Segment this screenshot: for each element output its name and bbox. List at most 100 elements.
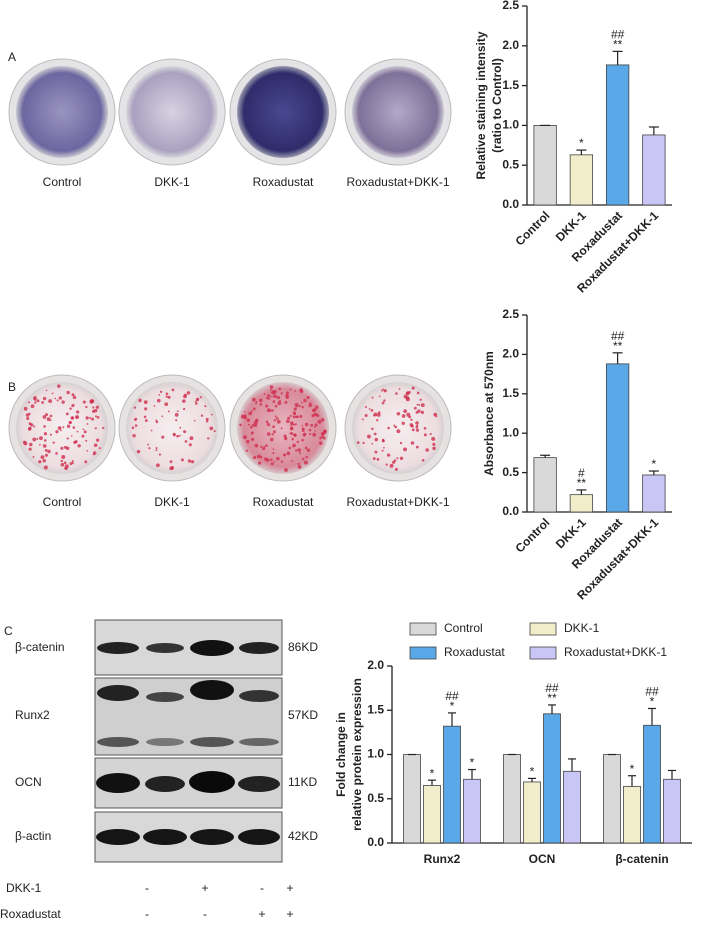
- stain-dot: [70, 435, 73, 437]
- stain-dot: [263, 445, 266, 448]
- stain-dot: [419, 398, 422, 401]
- legend-label: Control: [444, 621, 483, 635]
- stain-dot: [381, 401, 385, 405]
- x-tick-label: β-catenin: [615, 852, 668, 866]
- stain-dot: [294, 423, 298, 426]
- stain-dot: [38, 460, 42, 464]
- treatment-sign: -: [145, 907, 149, 921]
- stain-dot: [371, 427, 374, 431]
- stain-dot: [432, 442, 436, 446]
- stain-dot: [242, 435, 247, 440]
- stain-dot: [280, 460, 284, 463]
- stain-dot: [43, 465, 48, 470]
- band: [146, 738, 184, 746]
- stain-dot: [386, 453, 391, 457]
- stain-dot: [302, 457, 305, 461]
- stain-dot: [22, 440, 26, 444]
- stain-dot: [295, 405, 298, 408]
- size-label: 86KD: [288, 640, 318, 654]
- bar: [403, 754, 421, 844]
- stain-dot: [156, 398, 161, 403]
- stain-dot: [249, 425, 253, 429]
- stain-dot: [92, 451, 97, 455]
- stain-dot: [179, 434, 181, 437]
- stain-dot: [200, 414, 204, 417]
- stain-dot: [410, 418, 413, 421]
- stain-dot: [143, 415, 147, 419]
- stain-dot: [320, 418, 325, 422]
- stain-dot: [33, 425, 36, 428]
- stain-dot: [93, 443, 98, 448]
- significance-label: ##: [445, 689, 459, 703]
- stain-dot: [207, 437, 210, 440]
- y-tick-label: 0.5: [367, 791, 384, 805]
- stain-dot: [27, 401, 30, 404]
- stain-dot: [63, 461, 67, 465]
- panel-label: B: [8, 380, 16, 394]
- stain-dot: [174, 412, 179, 417]
- stain-dot: [26, 416, 30, 421]
- stain-dot: [285, 395, 289, 400]
- y-tick-label: 1.0: [502, 425, 519, 439]
- stain-dot: [302, 433, 306, 437]
- stain-dot: [416, 391, 420, 395]
- stain-dot: [96, 438, 100, 442]
- legend-swatch: [409, 646, 437, 660]
- stain-dot: [270, 395, 272, 398]
- stain-dot: [362, 441, 365, 445]
- stain-dot: [49, 433, 52, 436]
- stain-dot: [244, 410, 246, 413]
- treatment-sign: -: [260, 881, 264, 895]
- stain-dot: [131, 426, 135, 430]
- stain-dot: [71, 459, 74, 462]
- x-tick-label: Runx2: [424, 852, 461, 866]
- stain-dot: [204, 405, 207, 408]
- stain-dot: [158, 453, 162, 456]
- stain-dot: [285, 391, 290, 395]
- stain-dot: [39, 436, 43, 441]
- stain-dot: [294, 449, 298, 452]
- stain-dot: [76, 410, 80, 414]
- stain-dot: [423, 427, 427, 430]
- stain-dot: [305, 455, 308, 459]
- stain-dot: [82, 400, 86, 404]
- stain-dot: [301, 401, 303, 404]
- bar: [643, 724, 661, 844]
- stain-dot: [382, 388, 385, 391]
- stain-dot: [265, 458, 270, 462]
- band: [145, 776, 185, 792]
- stain-dot: [432, 446, 436, 451]
- stain-dot: [431, 436, 436, 441]
- stain-dot: [254, 443, 259, 448]
- stain-dot: [287, 416, 291, 420]
- stain-dot: [293, 407, 297, 411]
- stain-dot: [275, 417, 279, 420]
- stain-dot: [155, 446, 158, 450]
- stain-dot: [254, 419, 259, 424]
- stain-dot: [289, 414, 292, 417]
- treatment-label: Roxadustat: [0, 907, 61, 921]
- bar: [642, 474, 666, 513]
- stain-dot: [248, 423, 251, 426]
- stain-dot: [383, 389, 387, 393]
- significance-label: *: [652, 457, 657, 471]
- western-blot: [94, 619, 283, 863]
- bar: [523, 781, 541, 844]
- well-label: Control: [43, 495, 82, 509]
- stain-dot: [155, 419, 158, 422]
- stain-dot: [299, 452, 302, 455]
- stain-dot: [269, 388, 272, 391]
- stain-dot: [319, 441, 323, 445]
- stain-dot: [262, 447, 266, 451]
- stain-dot: [251, 397, 256, 402]
- bar: [605, 363, 630, 513]
- stain-dot: [415, 428, 420, 432]
- stain-dot: [310, 423, 314, 427]
- legend-swatch: [529, 622, 557, 636]
- legend-label: DKK-1: [564, 621, 600, 635]
- stain-dot: [314, 430, 316, 432]
- stain-dot: [286, 451, 291, 456]
- stain-dot: [43, 432, 48, 436]
- y-axis-label: Absorbance at 570nm: [482, 351, 496, 476]
- stain-dot: [64, 464, 69, 469]
